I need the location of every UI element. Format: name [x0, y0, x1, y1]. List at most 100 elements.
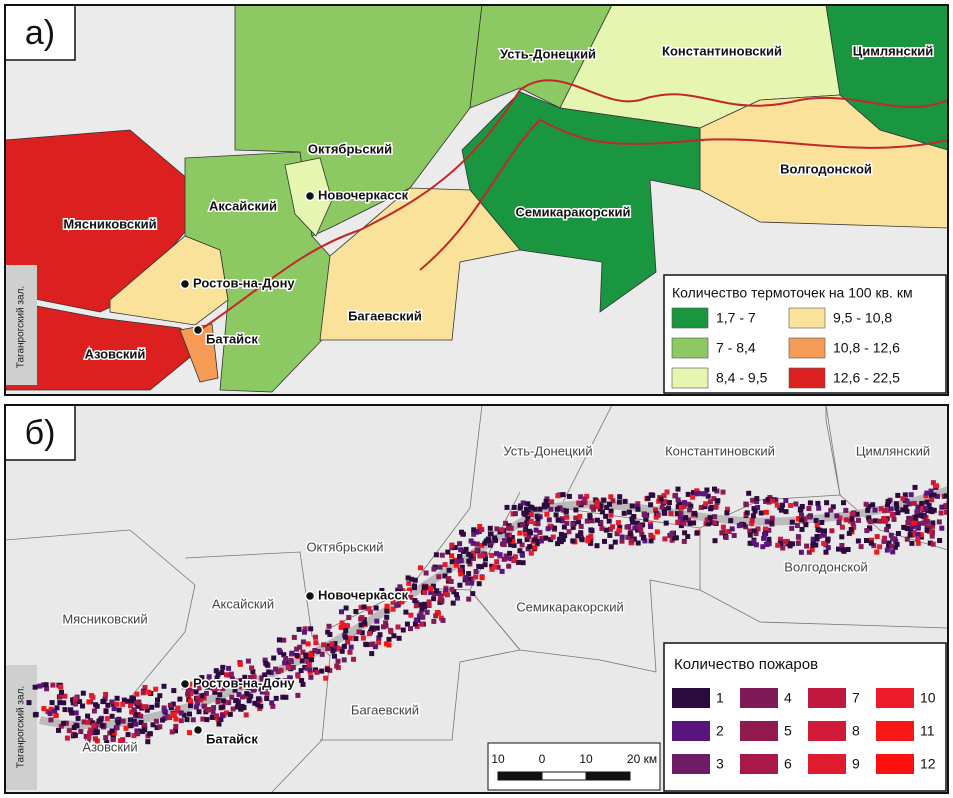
district-label: Константиновский [665, 443, 775, 458]
fire-point [839, 543, 845, 548]
fire-point [432, 591, 437, 597]
fire-point [412, 621, 418, 627]
fire-point [455, 595, 460, 601]
fire-point [302, 626, 308, 632]
fire-point [747, 540, 753, 546]
fire-point [453, 562, 459, 568]
fire-point [372, 644, 378, 650]
fire-point [904, 536, 910, 542]
legend-swatch [788, 337, 826, 359]
fire-point [408, 612, 414, 618]
fire-point [923, 505, 929, 511]
fire-point [281, 652, 287, 658]
fire-point [476, 563, 482, 569]
fire-point [128, 717, 133, 723]
fire-point [685, 491, 691, 497]
fire-point [440, 617, 446, 623]
fire-point [233, 698, 239, 704]
fire-point [492, 535, 498, 541]
fire-point [44, 686, 50, 692]
fire-point [489, 552, 495, 558]
fire-point [822, 528, 827, 534]
fire-point [573, 515, 579, 521]
fire-point [512, 511, 518, 517]
fire-point [323, 675, 329, 681]
district-border [482, 405, 613, 509]
fire-point [895, 510, 901, 516]
fire-point [884, 547, 890, 553]
fire-point [285, 660, 291, 666]
fire-point [291, 634, 297, 640]
fire-point [709, 504, 715, 510]
fire-point [445, 549, 451, 555]
fire-point [436, 590, 442, 596]
legend-label: 12 [920, 756, 936, 772]
district-border [235, 405, 483, 629]
scale-segment [541, 771, 587, 781]
fire-point [634, 503, 640, 509]
fire-point [673, 535, 679, 541]
fire-point [908, 515, 914, 521]
fire-point [594, 503, 600, 509]
fire-point [720, 524, 726, 530]
scale-label: 0 [539, 752, 546, 766]
fire-point [519, 542, 525, 548]
fire-point [675, 519, 681, 525]
fire-point [681, 538, 687, 544]
fire-point [566, 529, 572, 535]
fire-point [125, 732, 131, 738]
fire-point [477, 524, 483, 529]
fire-point [915, 540, 921, 546]
fire-point [888, 506, 894, 512]
fire-point [374, 625, 380, 631]
fire-point [626, 509, 632, 515]
fire-point [377, 632, 383, 638]
fire-point [220, 713, 225, 719]
fire-point [927, 540, 933, 546]
fire-point [187, 730, 192, 736]
fire-point [259, 689, 265, 695]
fire-point [422, 604, 428, 610]
fire-point [212, 689, 218, 695]
fire-point [594, 499, 600, 505]
fire-point [327, 632, 333, 637]
fire-point [308, 674, 314, 680]
fire-point [504, 504, 510, 510]
fire-point [128, 703, 133, 709]
fire-point [824, 500, 830, 506]
fire-point [264, 662, 270, 667]
fire-point [692, 510, 698, 516]
fire-point [211, 705, 217, 711]
fire-point [825, 536, 831, 542]
fire-point [550, 534, 556, 540]
fire-point [819, 520, 825, 525]
fire-point [128, 723, 134, 728]
fire-point [535, 539, 541, 544]
fire-point [578, 494, 584, 500]
legend-swatch [808, 721, 846, 741]
fire-point [900, 507, 906, 513]
fire-point [780, 545, 786, 551]
fire-point [675, 511, 680, 517]
fire-point [295, 673, 301, 679]
fire-point [61, 721, 66, 726]
fire-point [234, 704, 240, 710]
fire-point [528, 519, 534, 524]
fire-point [690, 494, 696, 500]
fire-point [570, 524, 576, 530]
fire-point [226, 700, 232, 706]
fire-point [588, 540, 594, 546]
fire-point [239, 684, 245, 690]
fire-point [949, 485, 953, 490]
fire-point [146, 689, 152, 695]
fire-point [404, 621, 410, 627]
fire-point [532, 545, 538, 551]
fire-point [798, 549, 804, 555]
fire-point [452, 557, 458, 563]
fire-point [744, 510, 750, 516]
fire-point [904, 498, 910, 504]
fire-point [473, 569, 479, 574]
fire-point [339, 648, 345, 654]
fire-point [802, 519, 808, 525]
fire-point [894, 505, 900, 511]
